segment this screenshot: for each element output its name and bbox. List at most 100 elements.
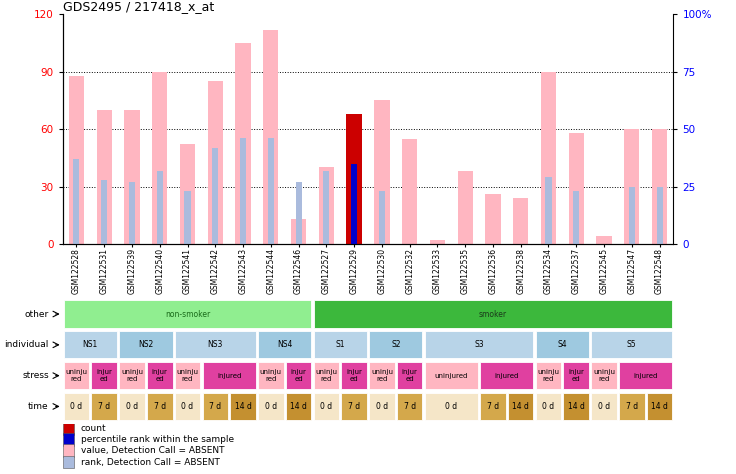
- Bar: [425, 362, 478, 389]
- Text: injur
ed: injur ed: [152, 369, 168, 382]
- Text: injured: injured: [495, 373, 519, 379]
- Text: injur
ed: injur ed: [402, 369, 417, 382]
- Bar: [629, 187, 635, 244]
- Text: uninju
red: uninju red: [371, 369, 393, 382]
- Bar: [174, 393, 200, 420]
- Text: injur
ed: injur ed: [291, 369, 306, 382]
- Bar: [314, 331, 367, 358]
- Text: NS3: NS3: [208, 340, 223, 349]
- Bar: [564, 393, 589, 420]
- Bar: [314, 362, 339, 389]
- Text: other: other: [24, 310, 49, 319]
- Bar: [240, 138, 246, 244]
- Text: non-smoker: non-smoker: [165, 310, 210, 319]
- Bar: [480, 393, 506, 420]
- Text: 0 d: 0 d: [126, 402, 138, 411]
- Text: S4: S4: [558, 340, 567, 349]
- Text: injur
ed: injur ed: [568, 369, 584, 382]
- Bar: [174, 331, 256, 358]
- Text: 0 d: 0 d: [71, 402, 82, 411]
- Bar: [513, 198, 528, 244]
- Bar: [508, 393, 534, 420]
- Bar: [230, 393, 256, 420]
- Bar: [147, 393, 172, 420]
- Text: 14 d: 14 d: [235, 402, 252, 411]
- Bar: [351, 164, 357, 244]
- Bar: [657, 187, 662, 244]
- Bar: [319, 167, 334, 244]
- Text: uninjured: uninjured: [435, 373, 468, 379]
- Bar: [119, 331, 172, 358]
- Text: injured: injured: [217, 373, 241, 379]
- Bar: [174, 362, 200, 389]
- Bar: [147, 362, 172, 389]
- Bar: [369, 393, 394, 420]
- Text: rank, Detection Call = ABSENT: rank, Detection Call = ABSENT: [81, 457, 220, 466]
- Bar: [402, 139, 417, 244]
- Bar: [652, 129, 668, 244]
- Text: uninju
red: uninju red: [121, 369, 143, 382]
- Text: stress: stress: [22, 371, 49, 380]
- Bar: [180, 145, 195, 244]
- Bar: [63, 445, 74, 457]
- Text: 14 d: 14 d: [290, 402, 307, 411]
- Text: value, Detection Call = ABSENT: value, Detection Call = ABSENT: [81, 447, 224, 456]
- Bar: [258, 331, 311, 358]
- Bar: [68, 75, 84, 244]
- Text: injured: injured: [634, 373, 658, 379]
- Bar: [425, 393, 478, 420]
- Bar: [64, 301, 311, 328]
- Text: uninju
red: uninju red: [177, 369, 199, 382]
- Bar: [129, 182, 135, 244]
- Text: count: count: [81, 424, 107, 433]
- Bar: [591, 393, 617, 420]
- Text: 0 d: 0 d: [182, 402, 194, 411]
- Bar: [369, 362, 394, 389]
- Bar: [64, 393, 89, 420]
- Bar: [63, 422, 74, 435]
- Text: NS4: NS4: [277, 340, 292, 349]
- Bar: [536, 331, 589, 358]
- Bar: [619, 393, 645, 420]
- Text: 7 d: 7 d: [348, 402, 360, 411]
- Bar: [208, 81, 223, 244]
- Bar: [258, 362, 283, 389]
- Bar: [374, 100, 389, 244]
- Bar: [624, 129, 640, 244]
- Bar: [619, 362, 672, 389]
- Bar: [397, 362, 422, 389]
- Bar: [536, 393, 562, 420]
- Bar: [202, 393, 228, 420]
- Bar: [647, 393, 672, 420]
- Text: injur
ed: injur ed: [346, 369, 362, 382]
- Bar: [347, 114, 362, 244]
- Text: 7 d: 7 d: [403, 402, 416, 411]
- Bar: [63, 456, 74, 468]
- Text: uninju
red: uninju red: [260, 369, 282, 382]
- Bar: [91, 393, 117, 420]
- Text: 0 d: 0 d: [542, 402, 554, 411]
- Text: uninju
red: uninju red: [537, 369, 559, 382]
- Bar: [63, 433, 74, 446]
- Bar: [323, 171, 330, 244]
- Bar: [236, 43, 251, 244]
- Bar: [596, 237, 612, 244]
- Bar: [573, 191, 579, 244]
- Text: 7 d: 7 d: [209, 402, 222, 411]
- Text: smoker: smoker: [479, 310, 507, 319]
- Text: S3: S3: [474, 340, 484, 349]
- Bar: [342, 393, 367, 420]
- Bar: [379, 191, 385, 244]
- Text: injur
ed: injur ed: [96, 369, 112, 382]
- Text: S2: S2: [391, 340, 400, 349]
- Text: uninju
red: uninju red: [315, 369, 337, 382]
- Bar: [64, 331, 117, 358]
- Bar: [536, 362, 562, 389]
- Text: 0 d: 0 d: [445, 402, 457, 411]
- Bar: [286, 393, 311, 420]
- Bar: [458, 171, 473, 244]
- Text: 14 d: 14 d: [651, 402, 668, 411]
- Bar: [397, 393, 422, 420]
- Bar: [314, 301, 672, 328]
- Bar: [101, 180, 107, 244]
